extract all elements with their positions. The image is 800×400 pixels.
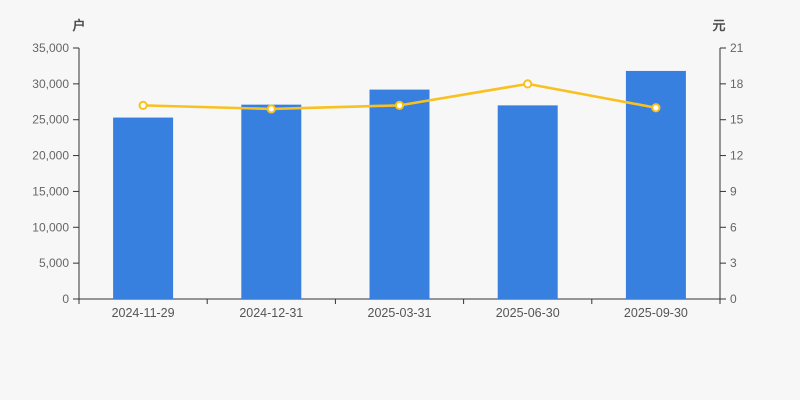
left-axis-unit-label: 户 xyxy=(72,18,85,33)
category-label: 2025-09-30 xyxy=(624,306,688,320)
line-point-2024-12-31[interactable] xyxy=(266,104,276,114)
y-axis-right-tick-label: 15 xyxy=(730,113,744,127)
y-axis-left-tick-label: 10,000 xyxy=(32,220,69,234)
line-point-2024-11-29[interactable] xyxy=(138,100,148,110)
line-series-group xyxy=(138,79,661,114)
bar-series-group xyxy=(113,70,686,299)
y-axis-right-tick-label: 9 xyxy=(730,184,737,198)
line-point-2025-03-31[interactable] xyxy=(394,100,405,110)
category-label: 2025-03-31 xyxy=(368,306,432,320)
bar-2025-06-30[interactable] xyxy=(497,105,558,299)
category-label: 2024-12-31 xyxy=(239,306,303,320)
right-axis-unit-label: 元 xyxy=(712,18,725,33)
y-axis-right-tick-label: 6 xyxy=(730,220,737,234)
bar-2024-11-29[interactable] xyxy=(113,117,174,299)
y-axis-left-tick-label: 35,000 xyxy=(32,41,69,55)
axes-group: 0 5,000 10,000 15,000 20,000 25,000 30,000 35,0… xyxy=(32,41,743,320)
y-axis-left-tick-label: 30,000 xyxy=(32,77,69,91)
y-axis-left-tick-label: 5,000 xyxy=(39,256,69,270)
line-point-2025-06-30[interactable] xyxy=(523,79,533,89)
y-axis-right-tick-label: 0 xyxy=(730,292,737,306)
y-axis-right-tick-label: 18 xyxy=(730,77,744,91)
category-label: 2024-11-29 xyxy=(112,306,175,320)
y-axis-left-tick-label: 25,000 xyxy=(32,113,69,127)
y-axis-left-tick-label: 15,000 xyxy=(32,184,69,198)
y-axis-left-tick-label: 20,000 xyxy=(32,149,69,163)
y-axis-right-tick-label: 12 xyxy=(730,149,744,163)
bar-2024-12-31[interactable] xyxy=(241,104,302,299)
y-axis-left-tick-label: 0 xyxy=(62,292,69,306)
line-point-2025-09-30[interactable] xyxy=(651,103,661,113)
y-axis-right-tick-label: 3 xyxy=(730,256,737,270)
category-label: 2025-06-30 xyxy=(496,306,560,320)
y-axis-right-tick-label: 21 xyxy=(730,41,744,55)
bar-2025-03-31[interactable] xyxy=(369,89,430,299)
